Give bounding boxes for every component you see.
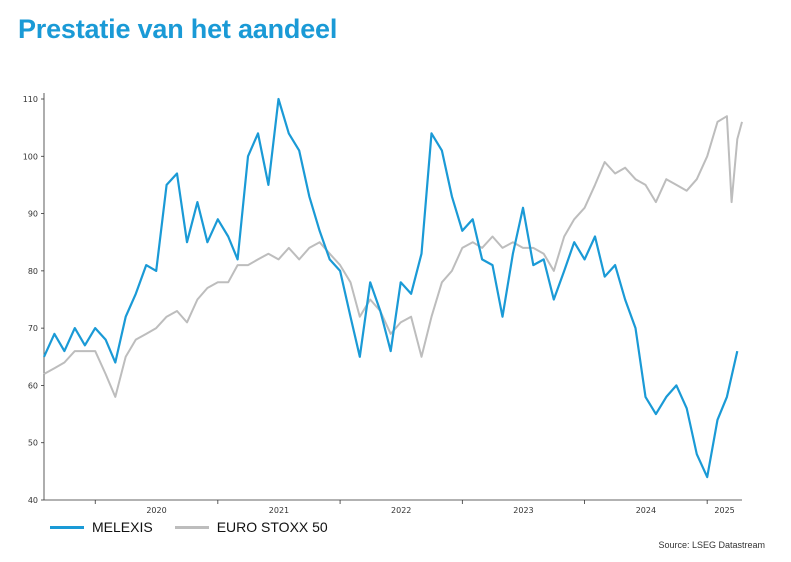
chart-legend: MELEXIS EURO STOXX 50 — [50, 519, 350, 535]
x-tick-label: 2021 — [269, 506, 289, 515]
x-tick-label: 2024 — [636, 506, 656, 515]
y-tick-label: 100 — [23, 152, 38, 161]
legend-label-melexis: MELEXIS — [92, 519, 153, 535]
y-tick-label: 90 — [28, 210, 38, 219]
x-tick-label: 2022 — [391, 506, 411, 515]
y-tick-label: 60 — [28, 381, 38, 390]
legend-swatch-melexis — [50, 525, 84, 529]
y-tick-label: 80 — [28, 267, 38, 276]
legend-label-euro-stoxx-50: EURO STOXX 50 — [216, 519, 328, 535]
y-tick-label: 40 — [28, 496, 38, 505]
page-title: Prestatie van het aandeel — [18, 14, 338, 44]
series-line-euro-stoxx-50 — [43, 115, 743, 398]
legend-item-euro-stoxx-50: EURO STOXX 50 — [174, 519, 328, 535]
source-note: Source: LSEG Datastream — [658, 540, 765, 550]
y-tick-label: 50 — [28, 439, 38, 448]
legend-item-melexis: MELEXIS — [50, 519, 153, 535]
chart-series-layer — [42, 97, 743, 479]
x-tick-label: 2020 — [146, 506, 166, 515]
series-line-melexis — [42, 97, 739, 479]
x-tick-label: 2023 — [513, 506, 533, 515]
legend-swatch-euro-stoxx-50 — [174, 525, 209, 529]
y-tick-label: 70 — [28, 324, 38, 333]
chart-axes: 40 50 60 70 80 90 100 110 2020 2021 2022 2023 2024 20… — [23, 93, 742, 515]
x-tick-label: 2025 — [714, 506, 734, 515]
y-tick-label: 110 — [23, 95, 38, 104]
